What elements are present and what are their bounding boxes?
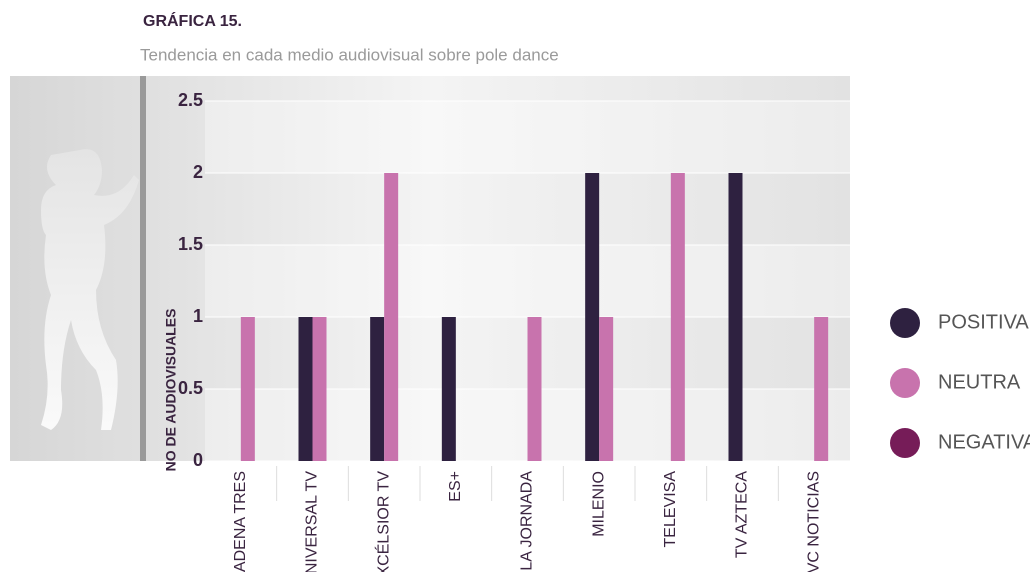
x-tick-label: CADENA TRES: [232, 471, 249, 572]
bar: [441, 317, 456, 461]
bar: [370, 317, 385, 461]
pole: [140, 76, 146, 461]
y-tick-label: 1.5: [178, 234, 203, 254]
x-tick-label: TVC NOTICIAS: [805, 471, 822, 572]
x-tick-label: ES+: [447, 471, 464, 502]
dancer-silhouette: [41, 149, 139, 430]
legend-swatch: [890, 368, 920, 398]
legend-swatch: [890, 428, 920, 458]
y-tick-label: 2: [193, 162, 203, 182]
x-tick-label: TELEVISA: [662, 471, 679, 548]
legend-label: POSITIVA: [938, 311, 1029, 333]
grid-band: [205, 101, 850, 173]
legend-swatch: [890, 308, 920, 338]
y-tick-label: 2.5: [178, 90, 203, 110]
bar: [384, 173, 399, 461]
y-tick-label: 1: [193, 306, 203, 326]
bar: [298, 317, 313, 461]
bar: [670, 173, 685, 461]
bar: [585, 173, 600, 461]
plot-background: [10, 76, 850, 461]
bar: [599, 317, 614, 461]
bar: [240, 317, 255, 461]
bar: [527, 317, 542, 461]
x-tick-label: MILENIO: [590, 471, 607, 537]
x-tick-label: EXCÉLSIOR TV: [373, 471, 392, 572]
legend-label: NEUTRA: [938, 371, 1021, 393]
y-axis-label: NO DE AUDIOVISUALES: [163, 309, 179, 472]
bar: [814, 317, 829, 461]
legend-label: NEGATIVA: [938, 431, 1030, 453]
y-tick-label: 0: [193, 450, 203, 470]
bar: [312, 317, 327, 461]
x-tick-label: LA JORNADA: [519, 471, 536, 571]
chart-subtitle: Tendencia en cada medio audiovisual sobr…: [140, 45, 559, 64]
x-tick-label: TV AZTECA: [734, 471, 751, 558]
chart-title: GRÁFICA 15.: [143, 11, 242, 30]
grid-band: [205, 245, 850, 317]
bar: [728, 173, 743, 461]
y-tick-label: 0.5: [178, 378, 203, 398]
x-tick-label: UNIVERSAL TV: [304, 471, 321, 572]
